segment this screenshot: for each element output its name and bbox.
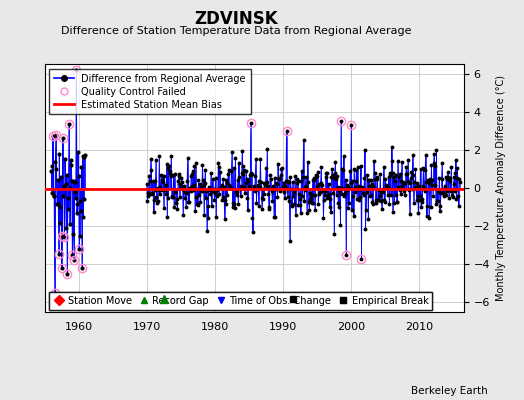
Text: Berkeley Earth: Berkeley Earth (411, 386, 487, 396)
Y-axis label: Monthly Temperature Anomaly Difference (°C): Monthly Temperature Anomaly Difference (… (496, 75, 506, 301)
Text: Difference of Station Temperature Data from Regional Average: Difference of Station Temperature Data f… (61, 26, 411, 36)
Text: ZDVINSK: ZDVINSK (194, 10, 278, 28)
Legend: Station Move, Record Gap, Time of Obs. Change, Empirical Break: Station Move, Record Gap, Time of Obs. C… (49, 292, 432, 310)
